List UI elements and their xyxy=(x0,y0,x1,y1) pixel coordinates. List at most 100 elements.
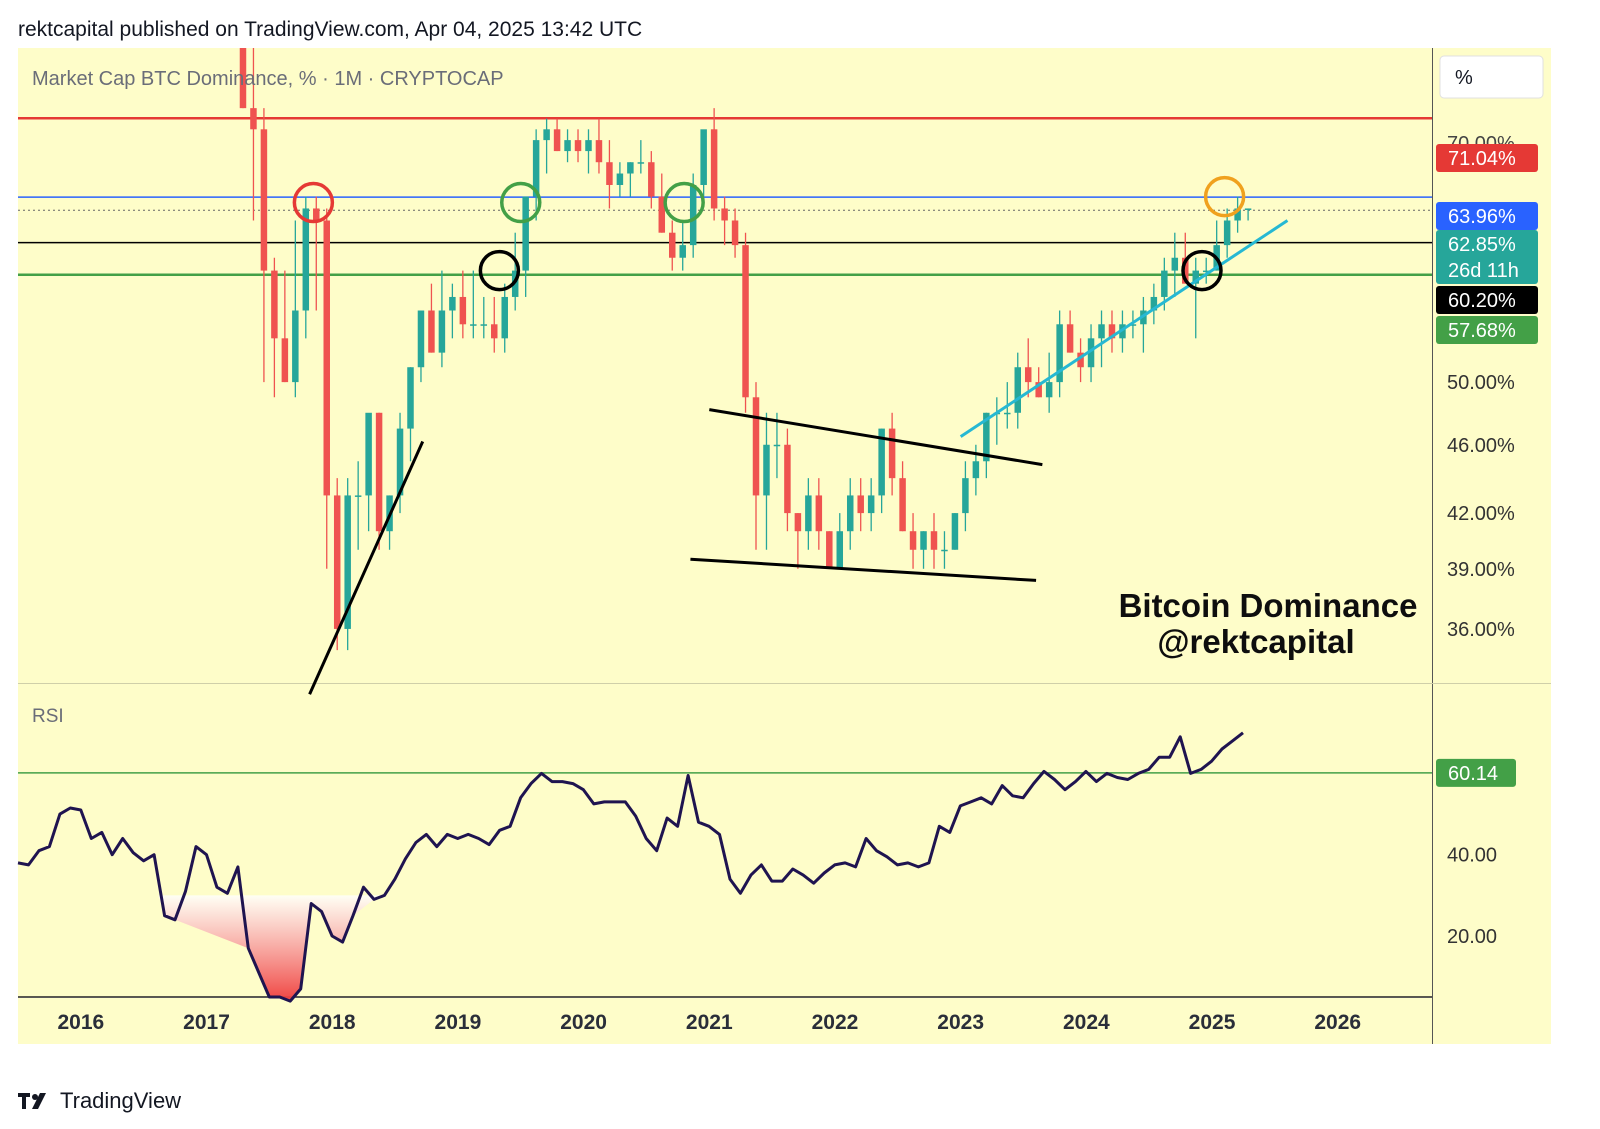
circle-marker xyxy=(663,181,705,224)
candle xyxy=(951,513,959,550)
rsi-line xyxy=(17,731,1244,1003)
candle xyxy=(365,412,372,532)
rsi-oversold-fill-group xyxy=(158,895,391,1002)
rsi-ticks: 20.00 40.00 60.14 xyxy=(1436,758,1516,948)
candle-body xyxy=(1056,324,1063,383)
candle-body xyxy=(951,513,959,550)
candle-body xyxy=(459,296,467,325)
candle-body xyxy=(637,162,645,164)
candle xyxy=(1150,283,1158,325)
footer: TradingView xyxy=(18,1088,181,1114)
candle-body xyxy=(1161,270,1168,297)
candle xyxy=(920,531,927,569)
time-axis-bg xyxy=(18,998,1432,1044)
time-tick-label: 2020 xyxy=(560,1011,607,1034)
candle-body xyxy=(1066,324,1074,353)
candle-body xyxy=(333,495,341,629)
candle xyxy=(522,196,529,297)
candle-body xyxy=(292,310,299,383)
candle-body xyxy=(470,324,477,326)
candle-body xyxy=(417,310,425,368)
candle-body xyxy=(826,531,833,569)
price-badge-bg xyxy=(1436,286,1538,314)
candle-body xyxy=(846,495,854,532)
candle-body xyxy=(658,196,666,233)
candle xyxy=(857,478,864,532)
candle xyxy=(354,461,362,550)
candle xyxy=(606,140,613,209)
tradingview-logo-icon xyxy=(18,1093,46,1109)
price-badge-4: 57.68% xyxy=(1436,316,1538,344)
time-tick-label: 2025 xyxy=(1189,1011,1236,1034)
candle xyxy=(1192,257,1199,339)
candle-body xyxy=(606,162,613,185)
publish-info: rektcapital published on TradingView.com… xyxy=(18,18,643,41)
candle-body xyxy=(878,428,885,496)
candle-body xyxy=(930,531,938,550)
candle-body xyxy=(710,129,718,209)
candle xyxy=(333,478,341,651)
candle xyxy=(836,513,844,569)
candle xyxy=(784,428,791,532)
candle-body xyxy=(1024,367,1032,383)
candle-body xyxy=(564,140,571,152)
candle xyxy=(1171,232,1179,297)
circle-markers xyxy=(292,175,1246,292)
symbol-title: Market Cap BTC Dominance, % · 1M · CRYPT… xyxy=(32,68,504,90)
candle-body xyxy=(888,428,896,479)
price-badge-2: 62.85% 26d 11h xyxy=(1436,230,1538,284)
scale-button-label: % xyxy=(1455,67,1473,89)
candle xyxy=(909,513,917,569)
candle-body xyxy=(679,245,686,258)
candle-body xyxy=(972,461,980,479)
candle-body xyxy=(1171,257,1179,271)
candle xyxy=(637,140,645,174)
candle xyxy=(773,412,781,479)
candle-body xyxy=(532,140,540,197)
trendline xyxy=(959,219,1289,438)
scale-button[interactable]: % xyxy=(1439,55,1544,99)
price-tick-label: 42.00% xyxy=(1447,503,1515,525)
rsi-level-badge-label: 60.14 xyxy=(1448,763,1498,785)
candle xyxy=(543,118,550,174)
price-badge-bg xyxy=(1436,230,1538,284)
candle-body xyxy=(1087,338,1095,368)
candle xyxy=(658,173,666,233)
candle-body xyxy=(763,444,770,496)
candle-body xyxy=(1045,382,1053,398)
candle xyxy=(1056,310,1063,398)
candle-body xyxy=(260,129,268,271)
time-tick-label: 2016 xyxy=(57,1011,104,1034)
candle xyxy=(627,162,634,197)
candle-body xyxy=(920,531,927,550)
candle-body xyxy=(742,245,749,398)
candle-body xyxy=(867,495,875,514)
candle-body xyxy=(669,232,676,258)
candle-body xyxy=(271,270,278,339)
candle-body xyxy=(354,495,362,497)
candle xyxy=(344,478,351,651)
candle xyxy=(532,129,540,221)
watermark-line1: Bitcoin Dominance xyxy=(1119,587,1418,624)
candle xyxy=(878,428,885,514)
candle xyxy=(281,270,289,383)
candle xyxy=(710,108,718,221)
circle-marker xyxy=(478,249,521,292)
price-tick-label: 39.00% xyxy=(1447,559,1515,581)
candle xyxy=(459,270,467,339)
candle xyxy=(271,257,278,398)
candle-body xyxy=(836,531,844,569)
candle xyxy=(323,208,330,569)
candle xyxy=(1035,367,1042,398)
candle xyxy=(983,412,990,479)
candle-body xyxy=(250,108,257,130)
candle-body xyxy=(1182,257,1189,284)
trendline xyxy=(709,408,1043,467)
watermark-line2: @rektcapital xyxy=(1157,623,1354,660)
price-badge-label: 57.68% xyxy=(1448,320,1516,342)
candle-body xyxy=(438,310,446,353)
candle xyxy=(752,382,760,550)
candle xyxy=(1024,338,1032,398)
candle-body xyxy=(281,338,289,383)
candle-body xyxy=(752,397,760,496)
